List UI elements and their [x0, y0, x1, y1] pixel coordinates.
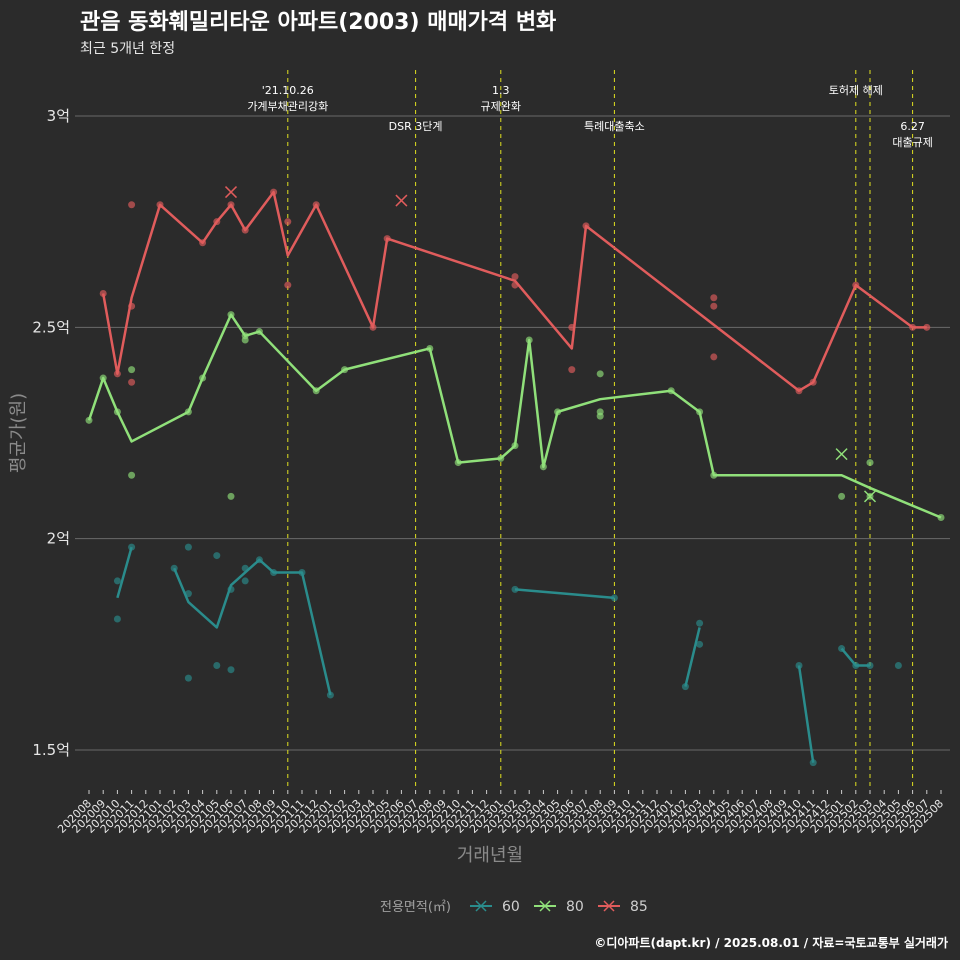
data-point [241, 336, 249, 344]
series-80 [85, 311, 945, 522]
legend: 전용면적(㎡) 60 80 85 [380, 899, 648, 915]
cancelled-marker [863, 490, 877, 503]
series-line [173, 558, 332, 696]
data-point [227, 666, 235, 674]
data-point [710, 294, 718, 302]
cancelled-marker [395, 194, 408, 207]
y-axis-title: 평균가(원) [8, 393, 29, 473]
series-line [684, 627, 701, 687]
y-tick-label: 1.5억 [32, 741, 70, 759]
y-tick-labels: 1.5억 2억 2.5억 3억 [32, 107, 70, 759]
event-label: DSR 3단계 [389, 120, 443, 133]
event-label: 6.27 대출규제 [892, 120, 932, 149]
data-point [241, 577, 249, 585]
data-point [128, 366, 136, 374]
chart-caption: ©디아파트(dapt.kr) / 2025.08.01 / 자료=국토교통부 실… [594, 935, 948, 950]
y-tick-label: 3억 [47, 107, 70, 125]
data-point [227, 492, 235, 500]
data-point [511, 273, 519, 281]
legend-label: 60 [502, 899, 520, 915]
data-point [128, 471, 136, 479]
event-label: 1.3 규제완화 [481, 84, 521, 113]
event-label: '21.10.26 가계부채관리강화 [247, 84, 328, 113]
data-point [838, 492, 846, 500]
series-60 [113, 543, 902, 767]
data-point [113, 615, 121, 623]
event-label: 특례대출축소 [584, 120, 645, 133]
data-point [596, 412, 604, 420]
data-point [696, 640, 704, 648]
data-point [184, 674, 192, 682]
legend-title: 전용면적(㎡) [380, 900, 451, 915]
data-point [710, 353, 718, 361]
data-point [128, 201, 136, 209]
series-line [101, 190, 927, 392]
data-point [213, 552, 221, 560]
series-line [840, 647, 870, 667]
data-point [894, 661, 902, 669]
series-line [797, 665, 815, 763]
data-point [213, 661, 221, 669]
series-85 [99, 186, 931, 395]
series-line [116, 546, 133, 599]
cancelled-marker [224, 186, 238, 199]
legend-item-60: 60 [470, 899, 520, 915]
x-tick-labels: 2020082020092020102020112020122021012021… [55, 790, 946, 836]
series-layer [85, 186, 945, 767]
y-tick-label: 2.5억 [32, 318, 70, 336]
data-point [184, 543, 192, 551]
data-point [696, 619, 704, 627]
chart-subtitle: 최근 5개년 한정 [80, 41, 175, 57]
legend-label: 85 [630, 899, 648, 915]
series-line [87, 313, 942, 519]
data-point [596, 370, 604, 378]
data-point [866, 459, 874, 467]
data-point [113, 577, 121, 585]
x-axis-title: 거래년월 [457, 845, 523, 866]
data-point [710, 302, 718, 310]
legend-item-80: 80 [534, 899, 584, 915]
chart-title: 관음 동화훼밀리타운 아파트(2003) 매매가격 변화 [80, 10, 556, 35]
y-tick-label: 2억 [47, 530, 70, 548]
data-point [128, 378, 136, 386]
data-point [284, 218, 292, 226]
legend-item-85: 85 [598, 899, 648, 915]
grid-layer [75, 115, 950, 751]
cancelled-marker [835, 448, 848, 461]
event-label: 토허제 해제 [829, 83, 883, 97]
series-line [514, 588, 615, 600]
data-point [568, 366, 576, 374]
data-point [284, 281, 292, 289]
legend-label: 80 [566, 899, 584, 915]
